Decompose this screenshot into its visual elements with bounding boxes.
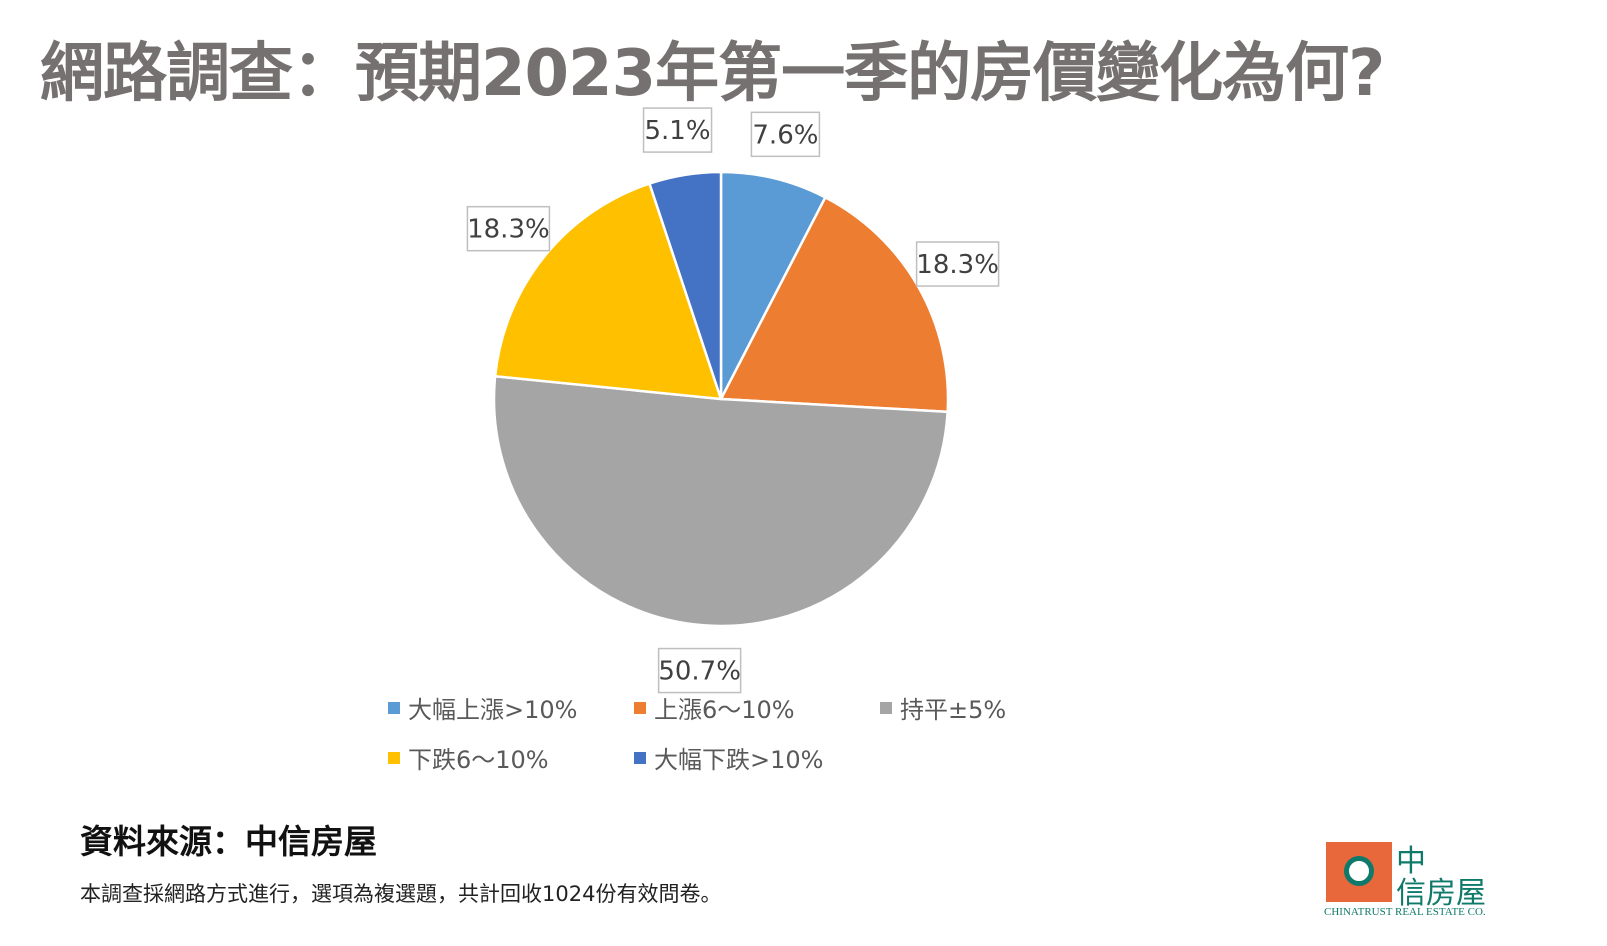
globe-icon <box>1344 856 1374 886</box>
logo-text-cn1: 中 <box>1396 844 1426 879</box>
pie-slice <box>493 181 723 401</box>
chart-title: 網路調查：預期2023年第一季的房價變化為何? <box>40 37 1385 111</box>
data-label-box <box>915 241 1000 287</box>
legend-label: 上漲6～10% <box>654 696 795 724</box>
legend-swatch <box>388 701 400 714</box>
legend-item: 持平±5% <box>880 690 1006 725</box>
pie-slice <box>647 170 723 400</box>
data-label: 18.3% <box>915 241 1000 287</box>
data-label: 18.3% <box>466 205 551 252</box>
legend-item: 下跌6～10% <box>388 740 549 775</box>
data-label: 5.1% <box>642 107 713 153</box>
survey-note: 本調查採網路方式進行，選項為複選題，共計回收1024份有效問卷。 <box>80 882 722 906</box>
data-label: 50.7% <box>657 647 742 694</box>
legend-item: 大幅上漲>10% <box>388 690 577 725</box>
data-label-box <box>750 111 821 158</box>
legend-label: 下跌6～10% <box>408 746 549 774</box>
legend-label: 大幅上漲>10% <box>408 696 578 724</box>
data-label-text: 50.7% <box>658 657 741 687</box>
legend-label: 大幅下跌>10% <box>654 746 824 774</box>
data-label-text: 7.6% <box>752 120 818 150</box>
legend-swatch <box>388 751 400 764</box>
legend-label: 持平±5% <box>900 696 1007 724</box>
source-label: 資料來源：中信房屋 <box>80 822 377 861</box>
legend-swatch <box>634 751 646 764</box>
data-label: 7.6% <box>750 111 821 158</box>
legend-swatch <box>880 701 892 714</box>
legend-item: 上漲6～10% <box>634 690 795 725</box>
pie-slice <box>492 374 949 628</box>
legend-swatch <box>634 701 646 714</box>
data-label-box <box>657 647 742 694</box>
data-label-text: 5.1% <box>645 116 711 146</box>
data-label-text: 18.3% <box>467 215 550 245</box>
logo-text-cn2: 信房屋 <box>1396 876 1486 911</box>
chinatrust-logo: 中 信房屋 CHINATRUST REAL ESTATE CO. <box>1322 840 1502 940</box>
data-label-box <box>466 205 551 252</box>
pie-slice <box>719 170 828 400</box>
data-label-box <box>642 107 713 153</box>
data-label-text: 18.3% <box>916 250 999 280</box>
logo-text-en: CHINATRUST REAL ESTATE CO. <box>1324 906 1486 918</box>
legend-item: 大幅下跌>10% <box>634 740 823 775</box>
